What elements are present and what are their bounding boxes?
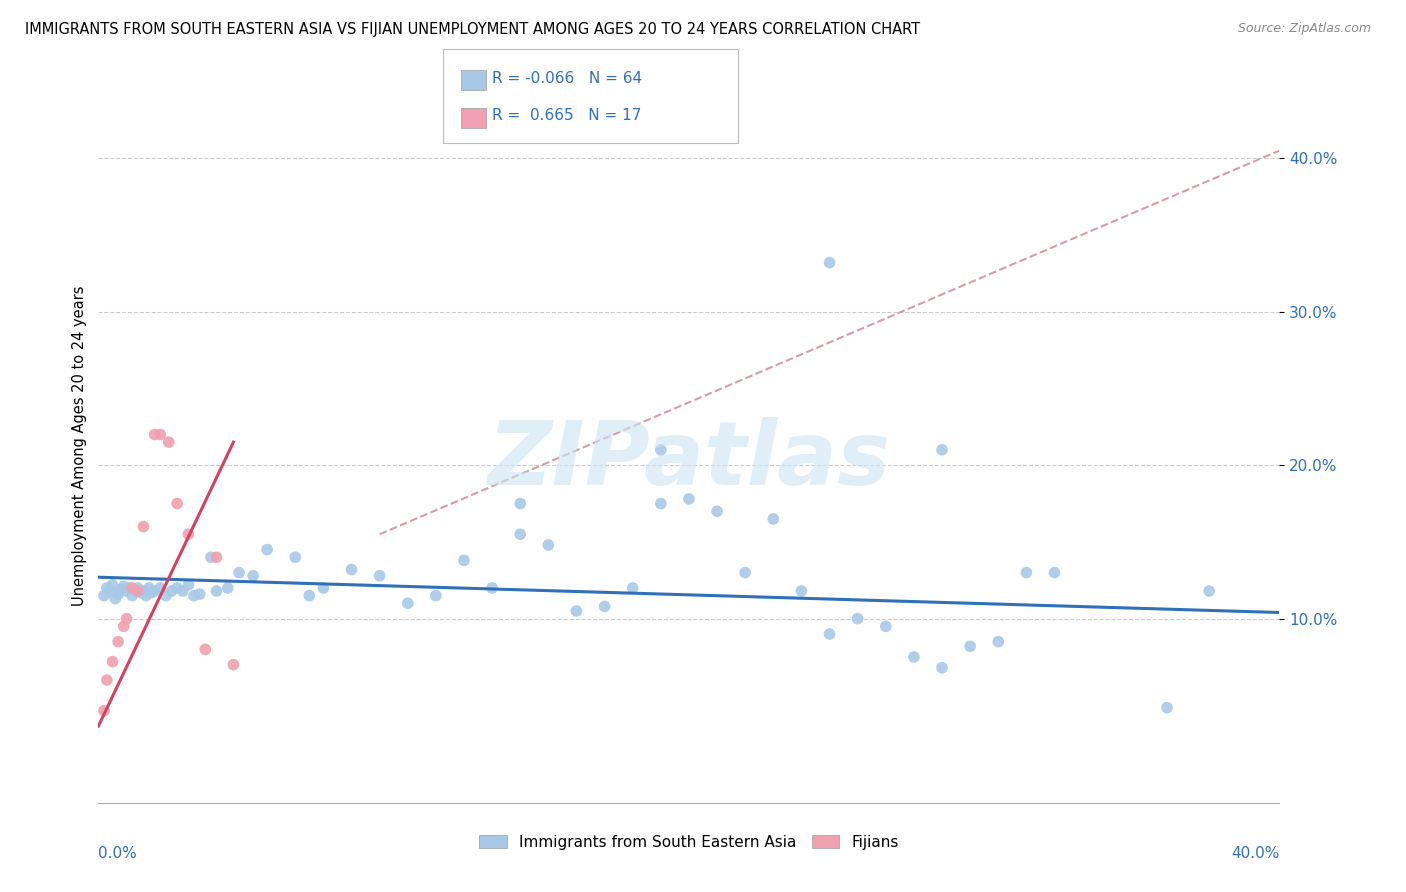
Point [205,550,228,565]
Point [177,527,200,541]
Point [368,568,391,582]
Point [104,591,127,606]
Point [132,519,155,533]
Point [509,527,531,541]
Point [903,650,925,665]
Point [734,566,756,580]
Point [138,581,160,595]
Point [96,581,118,595]
Point [98,584,121,599]
Point [160,584,183,599]
Point [678,491,700,506]
Point [425,589,447,603]
Point [959,640,981,654]
Point [312,581,335,595]
Point [284,550,307,565]
Point [818,627,841,641]
Point [107,587,129,601]
Point [298,589,321,603]
Point [481,581,503,595]
Point [115,584,138,599]
Point [706,504,728,518]
Point [650,442,672,457]
Point [149,581,172,595]
Text: Source: ZipAtlas.com: Source: ZipAtlas.com [1237,22,1371,36]
Point [217,581,239,595]
Text: 0.0%: 0.0% [98,846,138,861]
Point [256,542,278,557]
Point [340,562,363,576]
Point [1198,584,1220,599]
Point [875,619,897,633]
Point [228,566,250,580]
Point [124,584,146,599]
Point [172,584,194,599]
Point [222,657,245,672]
Legend: Immigrants from South Eastern Asia, Fijians: Immigrants from South Eastern Asia, Fiji… [472,829,905,855]
Point [621,581,644,595]
Point [143,427,166,442]
Point [121,589,143,603]
Point [593,599,616,614]
Point [96,673,118,687]
Point [242,568,264,582]
Point [931,442,953,457]
Point [1015,566,1038,580]
Point [121,581,143,595]
Point [143,584,166,599]
Point [118,581,141,595]
Point [129,585,152,599]
Point [790,584,813,599]
Point [200,550,222,565]
Text: 40.0%: 40.0% [1232,846,1279,861]
Point [183,589,205,603]
Point [155,589,177,603]
Point [846,612,869,626]
Point [115,612,138,626]
Point [762,512,785,526]
Point [396,596,419,610]
Point [149,427,172,442]
Point [166,581,188,595]
Point [931,661,953,675]
Point [987,634,1010,648]
Point [110,582,132,597]
Point [1156,700,1178,714]
Point [127,584,149,599]
Point [141,585,163,599]
Text: ZIPatlas: ZIPatlas [488,417,890,504]
Point [107,634,129,648]
Point [188,587,211,601]
Point [93,589,115,603]
Y-axis label: Unemployment Among Ages 20 to 24 years: Unemployment Among Ages 20 to 24 years [72,285,87,607]
Point [135,589,157,603]
Point [194,642,217,657]
Point [205,584,228,599]
Point [166,497,188,511]
Text: R = -0.066   N = 64: R = -0.066 N = 64 [492,71,643,86]
Point [818,255,841,269]
Point [565,604,588,618]
Text: IMMIGRANTS FROM SOUTH EASTERN ASIA VS FIJIAN UNEMPLOYMENT AMONG AGES 20 TO 24 YE: IMMIGRANTS FROM SOUTH EASTERN ASIA VS FI… [25,22,921,37]
Point [509,497,531,511]
Point [101,655,124,669]
Point [93,704,115,718]
Point [1043,566,1066,580]
Point [453,553,475,567]
Point [112,619,135,633]
Point [177,578,200,592]
Point [132,584,155,599]
Point [157,435,180,450]
Point [127,581,149,595]
Point [112,579,135,593]
Point [537,538,560,552]
Point [650,497,672,511]
Text: R =  0.665   N = 17: R = 0.665 N = 17 [492,109,641,123]
Point [101,578,124,592]
